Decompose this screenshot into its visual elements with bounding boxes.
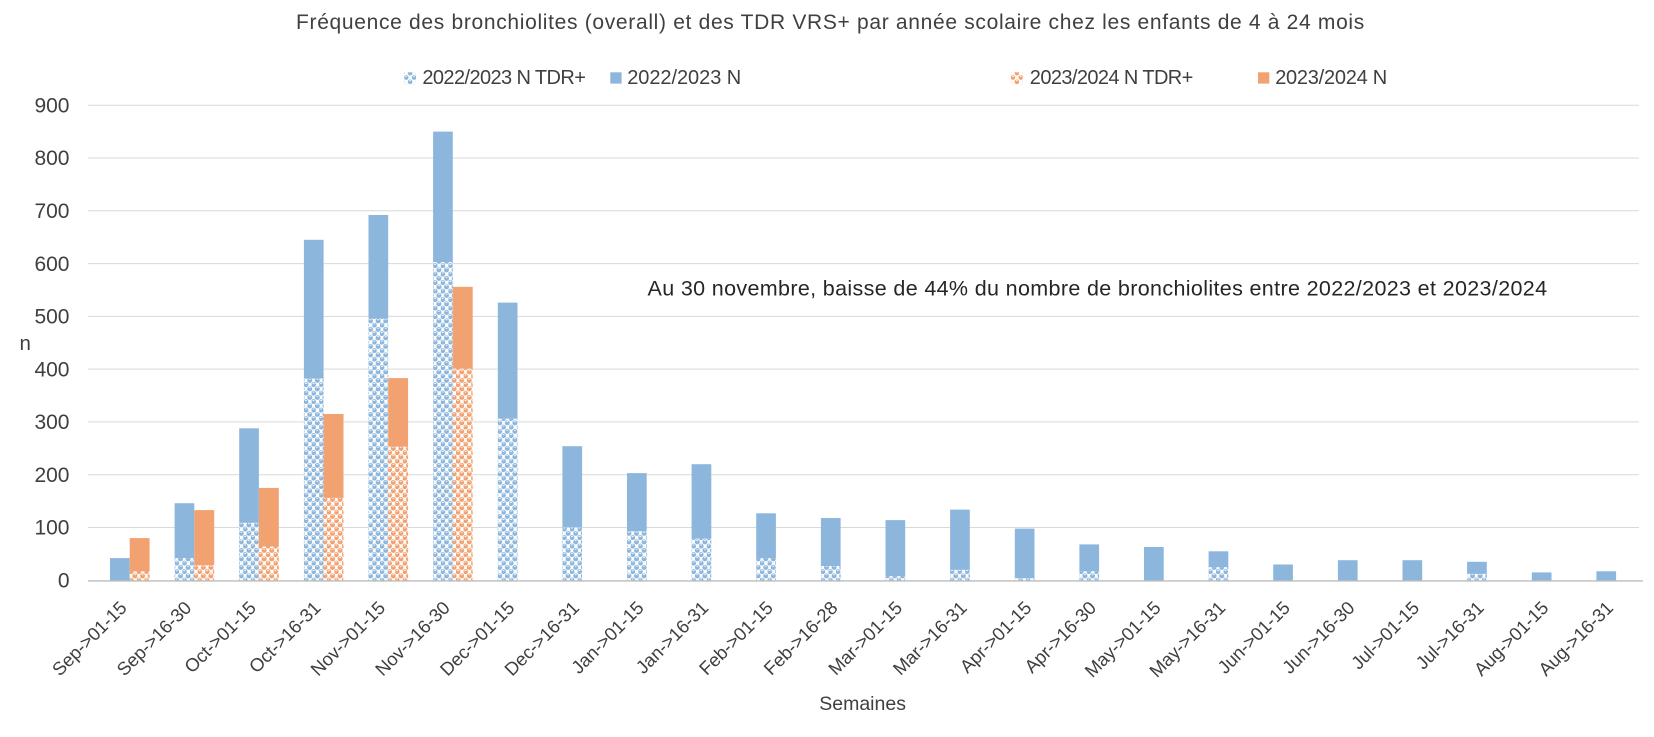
svg-text:200: 200 [34,464,69,487]
svg-text:2023/2024 N TDR+: 2023/2024 N TDR+ [1030,67,1193,89]
svg-text:2023/2024 N: 2023/2024 N [1275,67,1387,89]
svg-text:100: 100 [34,517,69,540]
svg-text:Semaines: Semaines [819,693,906,715]
svg-text:2022/2023 N: 2022/2023 N [627,67,741,89]
svg-text:Fréquence des bronchiolites (o: Fréquence des bronchiolites (overall) et… [296,11,1365,34]
svg-text:2022/2023 N TDR+: 2022/2023 N TDR+ [422,67,585,89]
svg-text:400: 400 [34,358,69,381]
svg-text:0: 0 [58,570,70,593]
svg-text:700: 700 [34,200,69,223]
svg-text:800: 800 [34,147,69,170]
svg-text:Au 30 novembre, baisse de 44%: Au 30 novembre, baisse de 44% du nombre … [648,277,1548,301]
svg-text:900: 900 [34,94,69,117]
svg-text:n: n [20,332,31,355]
svg-text:600: 600 [34,253,69,276]
svg-text:500: 500 [34,306,69,329]
svg-text:300: 300 [34,411,69,434]
